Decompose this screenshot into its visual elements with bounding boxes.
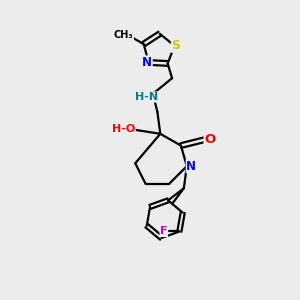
Text: N: N [186,160,196,173]
Text: H-O: H-O [112,124,135,134]
Text: O: O [204,133,215,146]
Text: CH₃: CH₃ [114,29,134,40]
Text: S: S [171,39,180,52]
Text: H-N: H-N [136,92,159,102]
Text: F: F [160,226,167,236]
Text: N: N [142,56,152,69]
